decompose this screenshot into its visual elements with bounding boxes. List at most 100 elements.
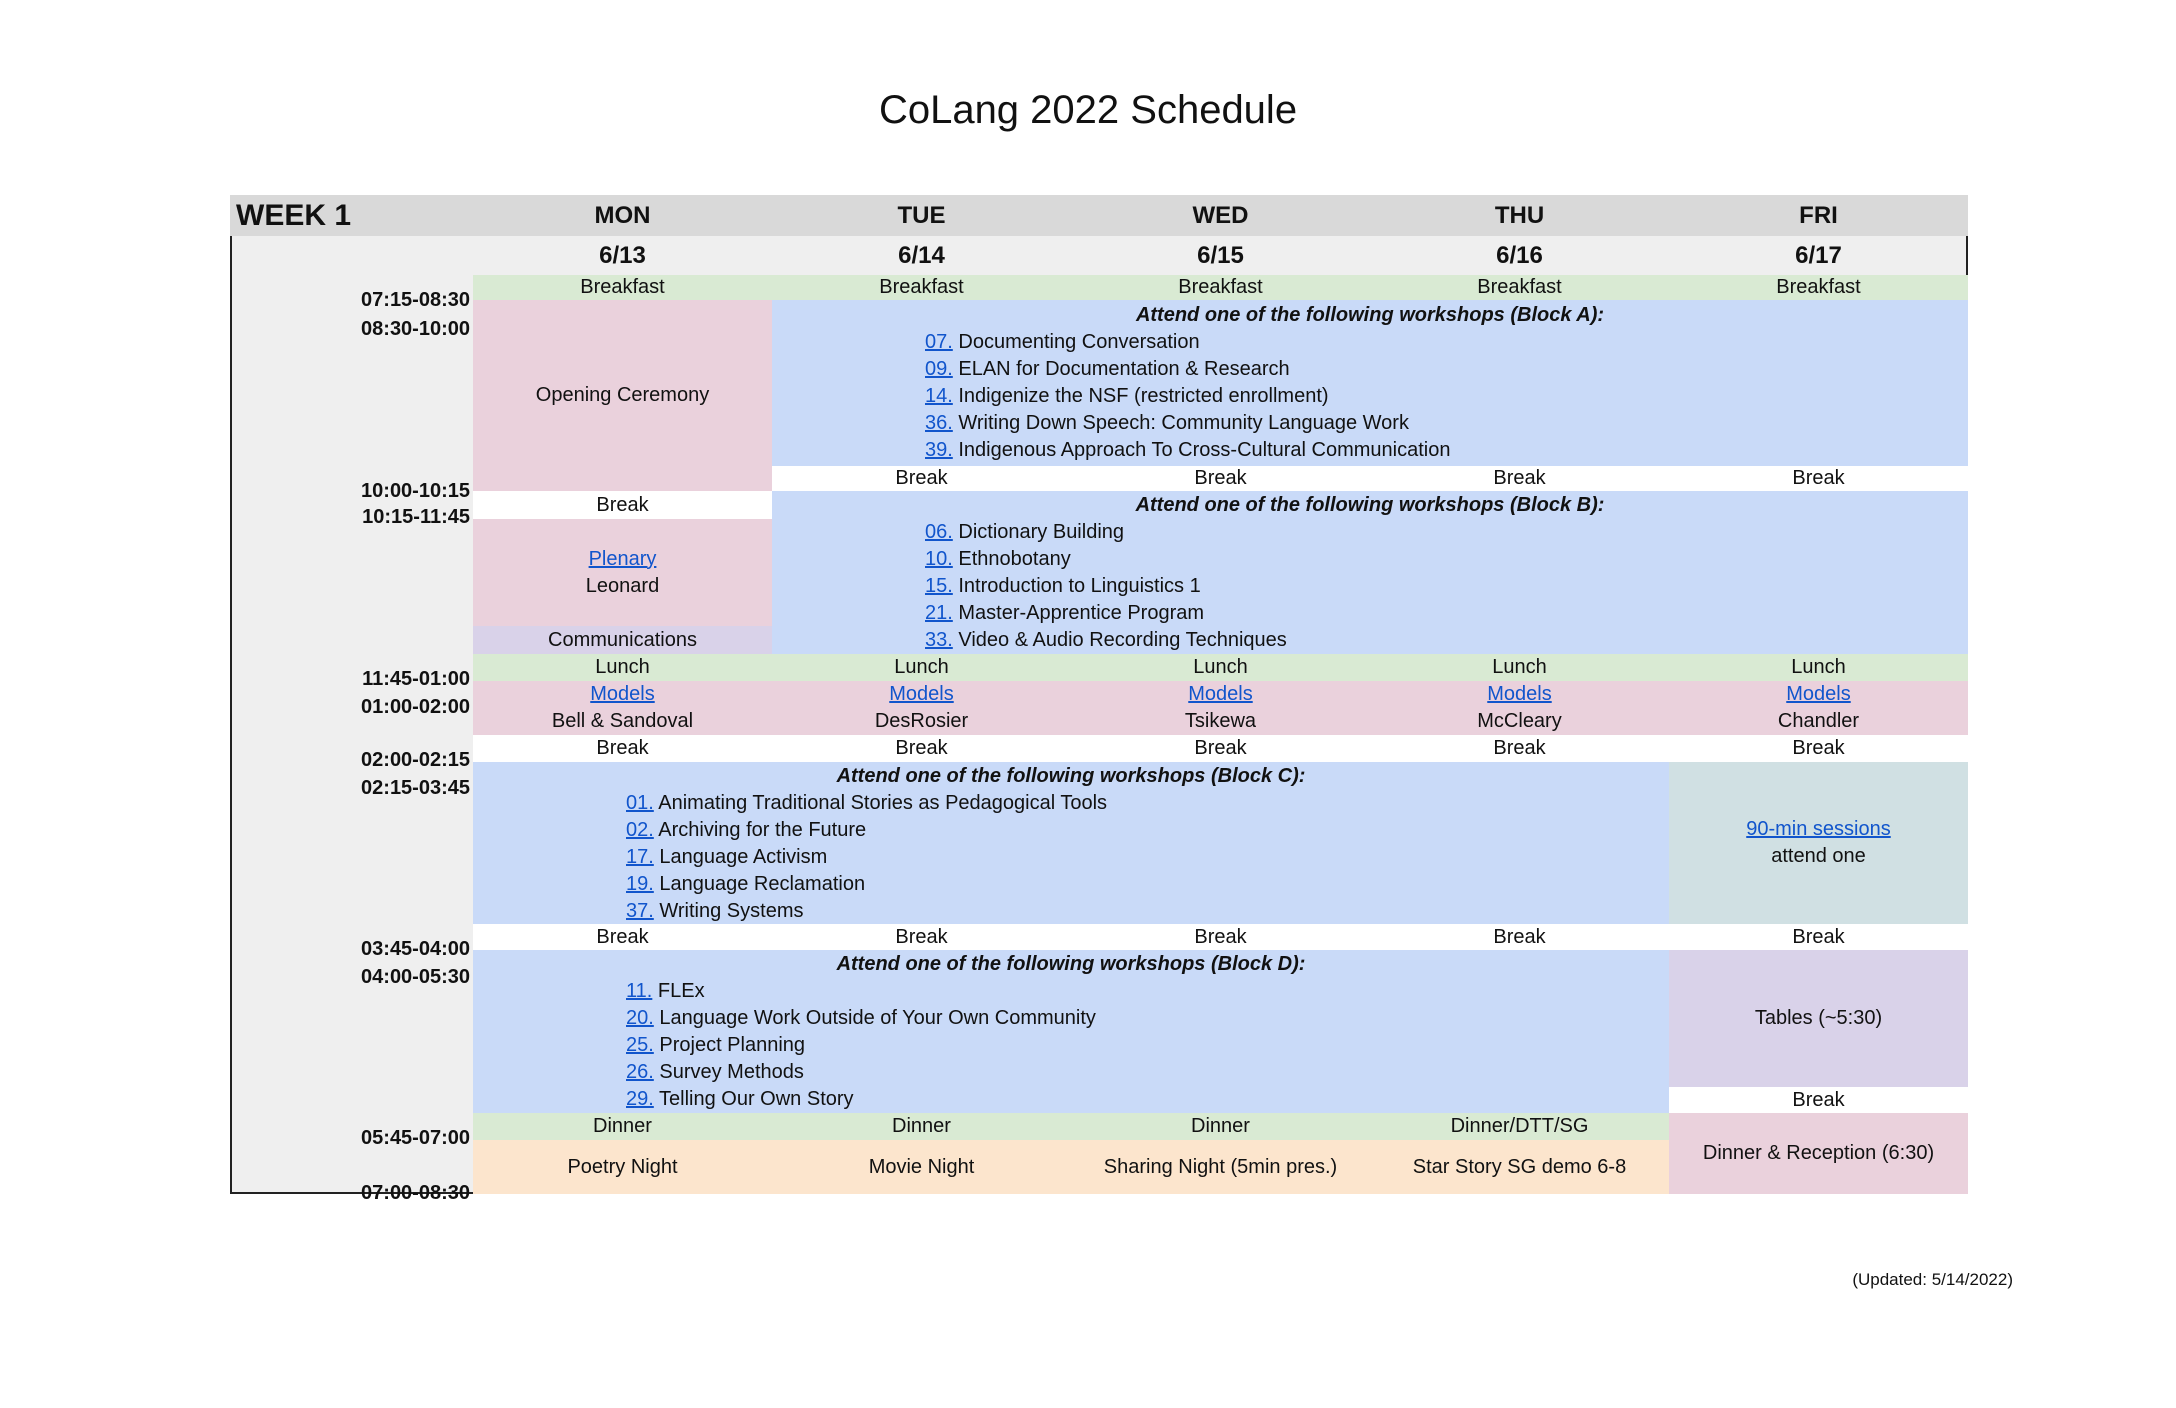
time-slot-label: 08:30-10:00	[361, 318, 470, 340]
workshop-list: Attend one of the following workshops (B…	[772, 302, 1968, 464]
dinner-cell: Dinner	[772, 1113, 1071, 1140]
workshop-block-heading: Attend one of the following workshops (B…	[1135, 304, 1605, 326]
schedule-table: WEEK 1 MON 6/13 TUE 6/14 WED 6/15 THU 6/16 FRI 6/1…	[230, 195, 1968, 1204]
dinner-cell: Dinner	[1071, 1113, 1370, 1140]
models-cell: Models Bell & Sandoval	[473, 681, 772, 735]
workshop-item: 14. Indigenize the NSF (restricted enrol…	[772, 383, 1968, 410]
workshop-item: 36. Writing Down Speech: Community Langu…	[772, 410, 1968, 437]
workshop-number-link[interactable]: 21.	[925, 602, 953, 624]
workshop-number-link[interactable]: 25.	[626, 1034, 654, 1056]
dinner-cell: Dinner	[473, 1113, 772, 1140]
meal-label: Breakfast	[1776, 276, 1861, 298]
workshop-number-link[interactable]: 06.	[925, 521, 953, 543]
meal-label: Lunch	[894, 656, 949, 678]
workshop-number-link[interactable]: 26.	[626, 1061, 654, 1083]
break-cell: Break	[1071, 735, 1370, 762]
workshop-number-link[interactable]: 19.	[626, 873, 654, 895]
break-cell: Break	[473, 491, 772, 519]
workshop-number-link[interactable]: 29.	[626, 1088, 654, 1110]
meal-label: Lunch	[1193, 656, 1248, 678]
workshop-item: 10. Ethnobotany	[772, 546, 1968, 573]
sessions-note: attend one	[1771, 845, 1866, 867]
workshop-item: 20. Language Work Outside of Your Own Co…	[473, 1005, 1669, 1032]
lunch-cell: Lunch	[772, 654, 1071, 681]
event-label: Dinner & Reception (6:30)	[1702, 1142, 1935, 1164]
workshop-number-link[interactable]: 36.	[925, 412, 953, 434]
workshop-number-link[interactable]: 07.	[925, 331, 953, 353]
models-link[interactable]: Models	[889, 683, 954, 705]
workshop-number-link[interactable]: 33.	[925, 629, 953, 651]
workshop-item: 29. Telling Our Own Story	[473, 1086, 1669, 1113]
plenary-link[interactable]: Plenary	[588, 547, 657, 570]
header-row	[230, 195, 1968, 236]
tables-cell: Tables (~5:30)	[1669, 950, 1968, 1087]
workshop-item: 17. Language Activism	[473, 844, 1669, 871]
sessions-link[interactable]: 90-min sessions	[1746, 818, 1891, 840]
workshop-number-link[interactable]: 09.	[925, 358, 953, 380]
week-title: WEEK 1	[236, 199, 352, 232]
day-date: 6/14	[898, 242, 945, 269]
event-label: Tables (~5:30)	[1754, 1007, 1883, 1029]
speaker-name: Leonard	[585, 574, 660, 597]
workshop-block-b	[772, 491, 1968, 654]
workshop-title: Language Reclamation	[659, 873, 866, 895]
event-label: Sharing Night (5min pres.)	[1103, 1155, 1338, 1178]
updated-note: (Updated: 5/14/2022)	[1852, 1270, 2013, 1289]
workshop-number-link[interactable]: 10.	[925, 548, 953, 570]
workshop-item: 26. Survey Methods	[473, 1059, 1669, 1086]
time-slot-label: 04:00-05:30	[361, 966, 470, 988]
lunch-cell: Lunch	[473, 654, 772, 681]
models-link[interactable]: Models	[1786, 683, 1851, 705]
workshop-number-link[interactable]: 01.	[626, 792, 654, 814]
models-link[interactable]: Models	[1188, 683, 1253, 705]
workshop-number-link[interactable]: 14.	[925, 385, 953, 407]
workshop-title: Archiving for the Future	[658, 819, 867, 841]
dinner-cell: Dinner/DTT/SG	[1370, 1113, 1669, 1140]
workshop-title: Dictionary Building	[958, 521, 1125, 543]
meal-label: Dinner	[593, 1115, 652, 1137]
speaker-name: DesRosier	[874, 710, 969, 732]
workshop-number-link[interactable]: 15.	[925, 575, 953, 597]
models-link[interactable]: Models	[590, 683, 655, 705]
break-label: Break	[596, 925, 649, 948]
meal-label: Lunch	[595, 656, 650, 678]
workshop-title: Ethnobotany	[958, 548, 1071, 570]
workshop-item: 02. Archiving for the Future	[473, 817, 1669, 844]
meal-label: Lunch	[1492, 656, 1547, 678]
workshop-block-c	[473, 762, 1669, 924]
workshop-title: Project Planning	[659, 1034, 806, 1056]
workshop-number-link[interactable]: 39.	[925, 439, 953, 461]
day-header: THU	[1370, 195, 1669, 236]
models-cell: Models McCleary	[1370, 681, 1669, 735]
event-label: Opening Ceremony	[535, 384, 710, 406]
models-cell: Models Chandler	[1669, 681, 1968, 735]
time-slot-label: 05:45-07:00	[361, 1127, 470, 1149]
workshop-item: 33. Video & Audio Recording Techniques	[772, 627, 1968, 654]
workshop-number-link[interactable]: 37.	[626, 900, 654, 922]
meal-label: Dinner/DTT/SG	[1450, 1115, 1589, 1137]
workshop-number-link[interactable]: 17.	[626, 846, 654, 868]
workshop-title: Master-Apprentice Program	[958, 602, 1205, 624]
workshop-number-link[interactable]: 11.	[626, 980, 653, 1002]
break-cell: Break	[473, 924, 772, 950]
workshop-block-heading: Attend one of the following workshops (B…	[1135, 494, 1605, 516]
week-label: WEEK 1	[230, 195, 470, 236]
day-name: TUE	[897, 202, 946, 229]
event-label: Poetry Night	[567, 1155, 678, 1178]
meal-label: Dinner	[892, 1115, 951, 1137]
workshop-number-link[interactable]: 02.	[626, 819, 654, 841]
meal-label: Breakfast	[1178, 276, 1263, 298]
breakfast-cell: Breakfast	[473, 275, 772, 300]
day-header: WED	[1071, 195, 1370, 236]
break-cell: Break	[1370, 735, 1669, 762]
date-header: 6/14	[772, 236, 1071, 275]
break-cell: Break	[1669, 466, 1968, 491]
lunch-cell: Lunch	[1669, 654, 1968, 681]
time-slot-label: 07:15-08:30	[361, 289, 470, 311]
date-header: 6/17	[1669, 236, 1968, 275]
break-cell: Break	[1071, 924, 1370, 950]
day-header: MON	[473, 195, 772, 236]
models-link[interactable]: Models	[1487, 683, 1552, 705]
break-cell: Break	[1071, 466, 1370, 491]
workshop-number-link[interactable]: 20.	[626, 1007, 654, 1029]
